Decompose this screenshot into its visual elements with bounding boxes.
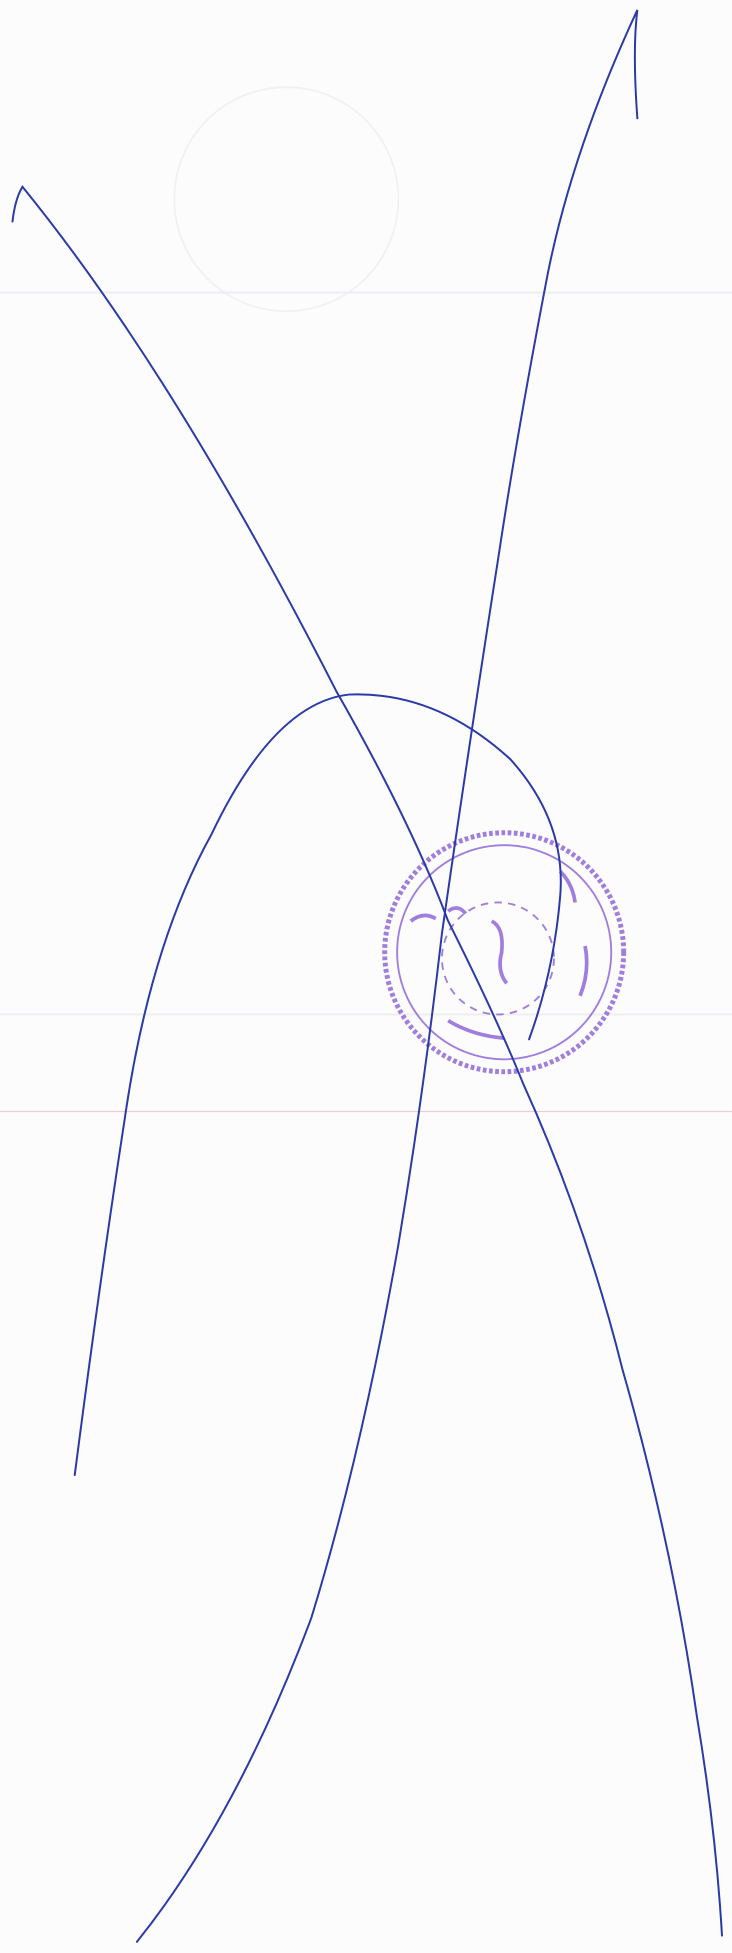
stamp-lettering: [490, 919, 509, 985]
stamp-inner-ring: [396, 844, 613, 1061]
cross-out-stroke: [135, 9, 639, 1943]
stamp: [382, 830, 627, 1075]
stamp-outer-ring: [382, 830, 627, 1075]
faint-bleed-circle: [173, 86, 400, 313]
stamp-lettering: [409, 869, 589, 1040]
stamp-center-ring: [440, 901, 555, 1016]
pen-strokes: [11, 9, 723, 1943]
cross-out-stroke: [73, 693, 562, 1477]
cross-out-stroke: [11, 184, 723, 1937]
